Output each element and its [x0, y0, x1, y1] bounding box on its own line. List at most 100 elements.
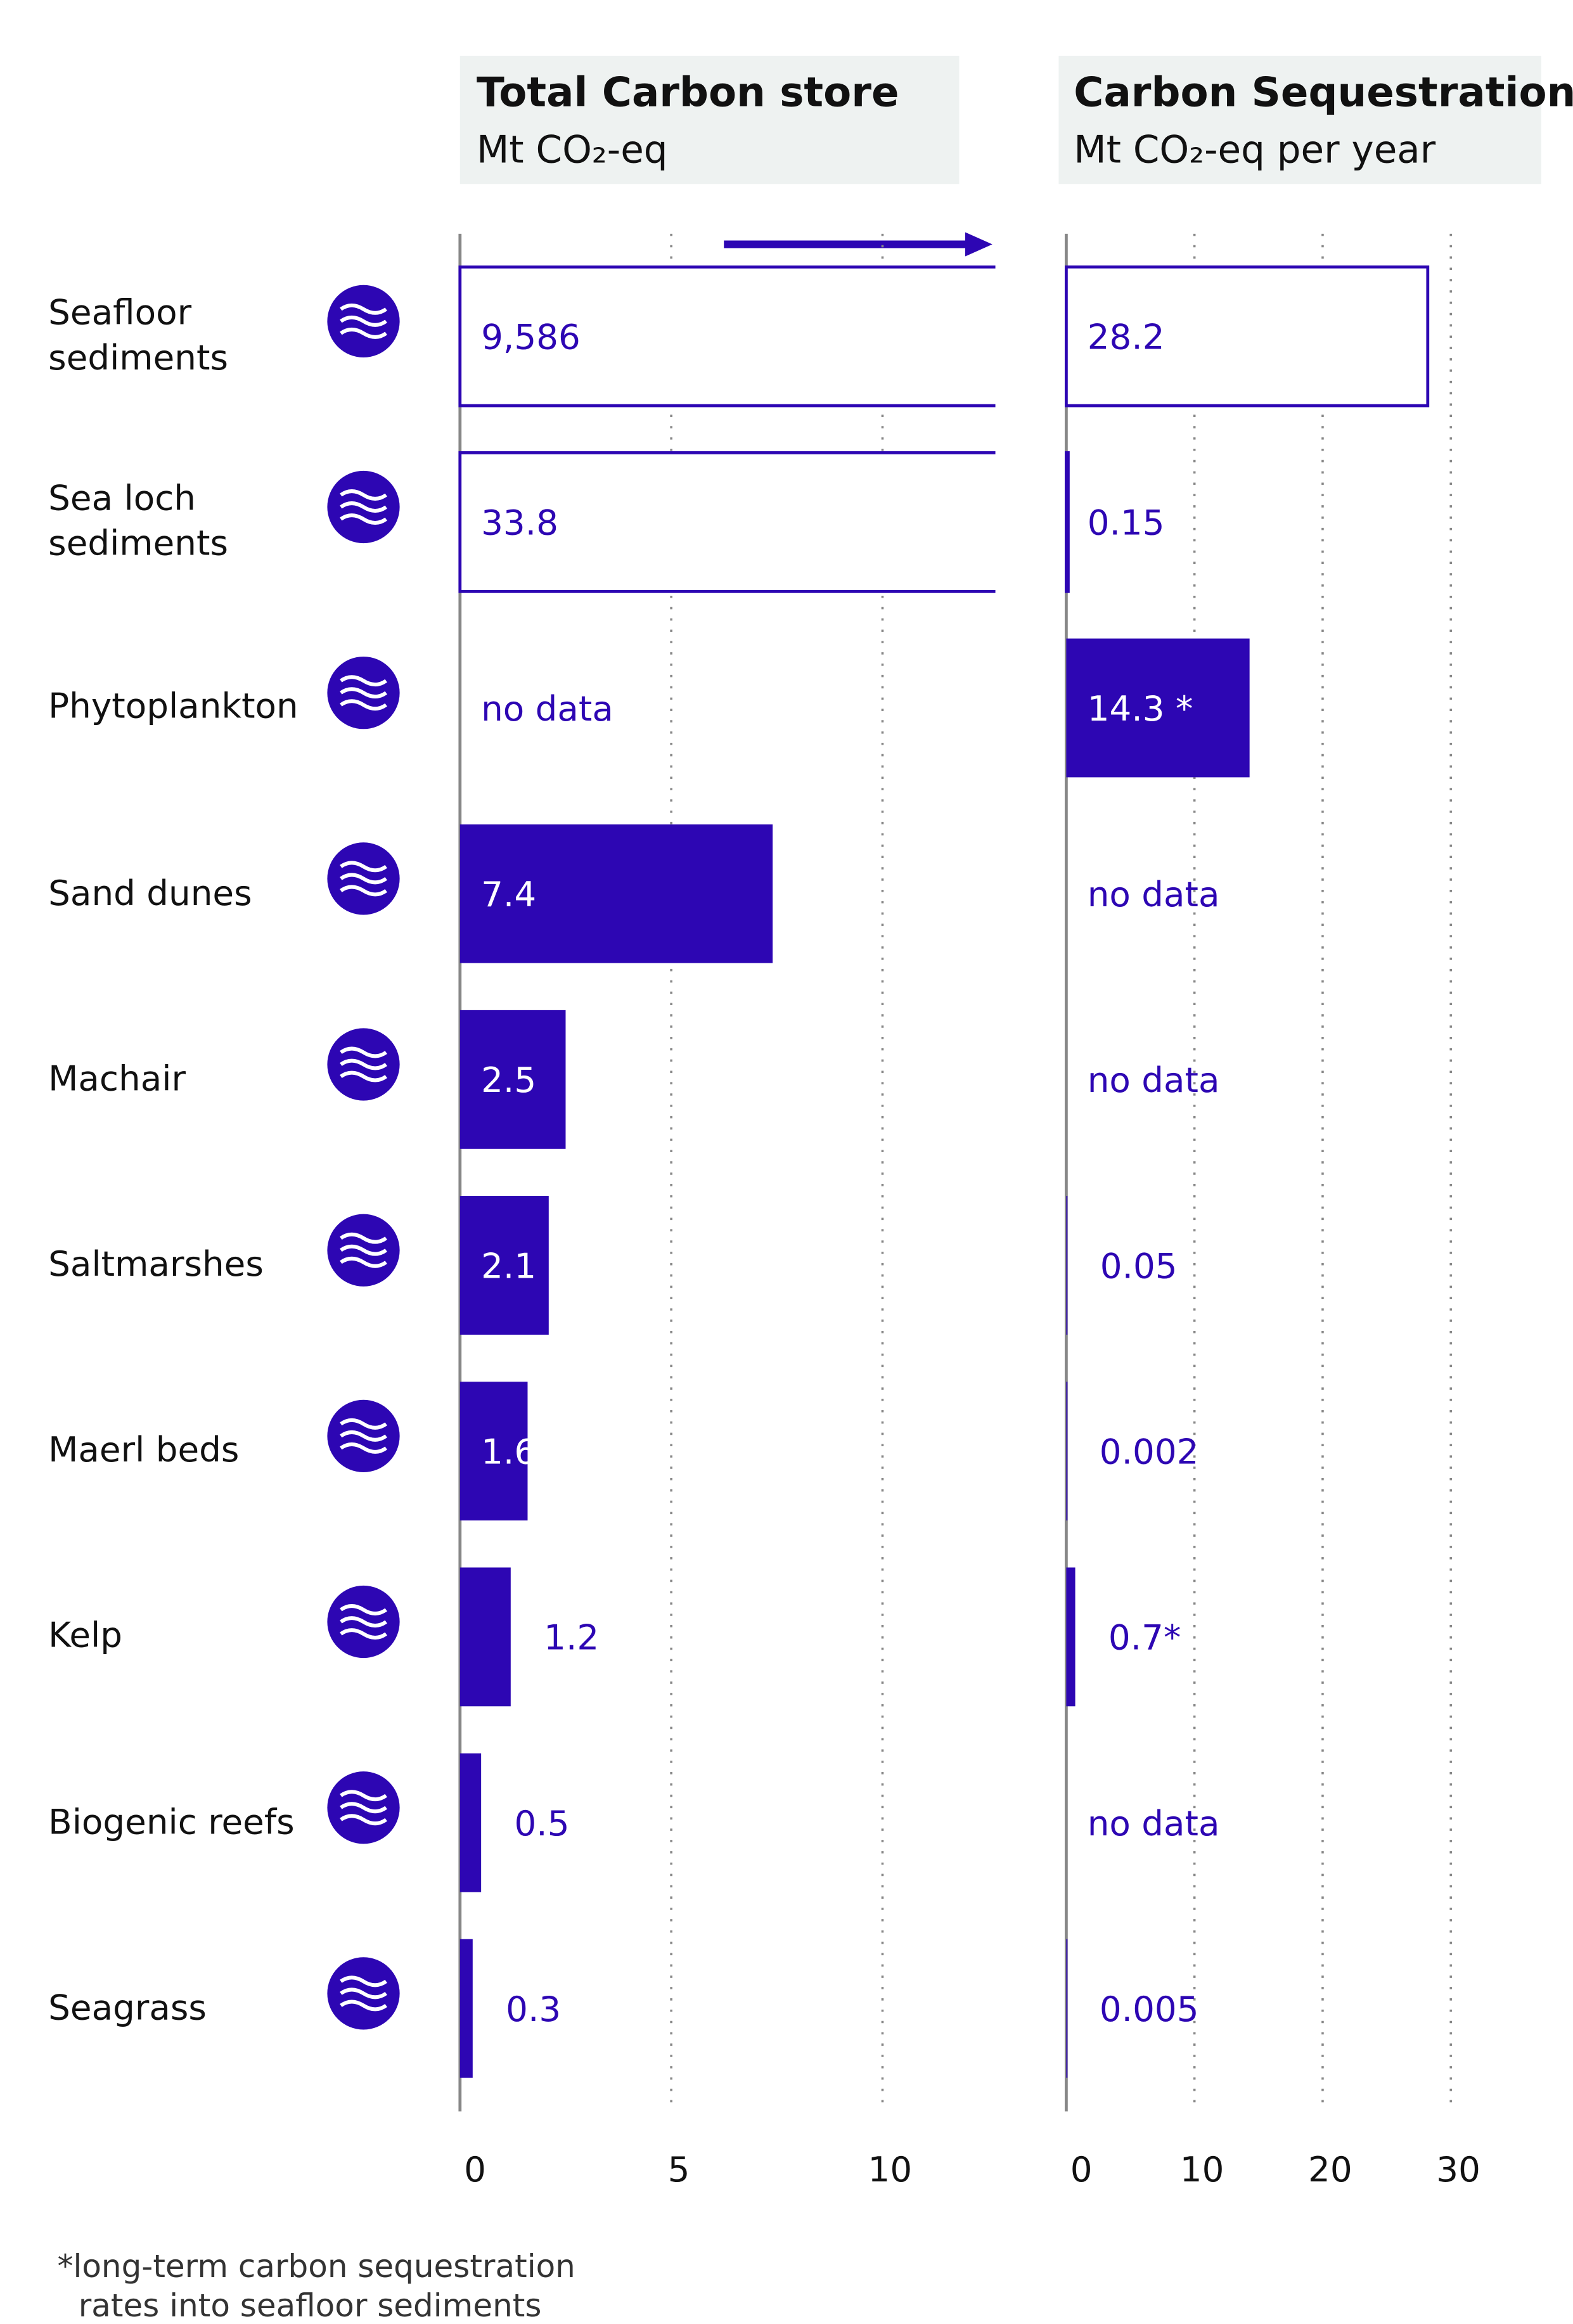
category-box: Sand dunes: [48, 874, 252, 914]
category-box: Saltmarshes: [48, 1245, 264, 1285]
value-label: 2.5: [481, 1060, 536, 1100]
value-label: 9,586: [481, 317, 581, 357]
category-icon-detail: [340, 327, 387, 339]
category-label: Kelp: [48, 1617, 122, 1657]
bar: [459, 1753, 482, 1892]
value-label: 1.6: [481, 1432, 536, 1472]
bar: [459, 1567, 511, 1707]
category-icon-detail: [340, 1604, 387, 1615]
category-icon-detail: [340, 885, 387, 897]
category-label: Phytoplankton: [48, 688, 299, 728]
category-icon-detail: [340, 1430, 387, 1442]
x-tick-label: 30: [1436, 2149, 1480, 2190]
value-label: 0.5: [514, 1803, 569, 1844]
x-tick-label: 10: [868, 2149, 913, 2190]
value-label: 0.7*: [1108, 1617, 1181, 1658]
category-icon-detail: [340, 1802, 387, 1814]
category-box: Sea loch sediments: [48, 480, 228, 565]
value-label: 0.002: [1100, 1432, 1199, 1472]
category-icon-detail: [340, 1790, 387, 1802]
bar: [459, 1939, 473, 2078]
bar: [1065, 451, 1070, 593]
value-label: 0.05: [1100, 1245, 1178, 1286]
category-icon-detail: [340, 1046, 387, 1058]
category-icon-detail: [340, 1975, 387, 1987]
title-box: [459, 56, 960, 184]
category-icon-detail: [340, 699, 387, 711]
footnote-box: *long-term carbon sequestration rates in…: [57, 2249, 575, 2324]
value-label: no data: [1088, 874, 1220, 915]
bar: [459, 824, 773, 963]
category-box: Kelp: [48, 1617, 122, 1657]
value-label: 28.2: [1088, 317, 1165, 357]
bar: [1066, 1382, 1068, 1521]
category-box: Machair: [48, 1060, 186, 1100]
bar: [459, 1382, 528, 1521]
bar: [458, 451, 996, 593]
bar: [1065, 265, 1430, 408]
panel-title: Carbon Sequestration: [1074, 68, 1573, 116]
footnote: rates into seafloor sediments: [78, 2287, 542, 2324]
category-label: Sand dunes: [48, 874, 252, 914]
value-label: no data: [1088, 1060, 1220, 1100]
category-icon-detail: [340, 1442, 387, 1454]
value-label: 0.005: [1100, 1989, 1199, 2029]
category-label: Maerl beds: [48, 1431, 240, 1471]
category-icon-detail: [340, 315, 387, 327]
category-label: Seafloor sediments: [48, 294, 228, 379]
title-box: [1058, 56, 1542, 184]
value-label: 0.15: [1088, 503, 1165, 543]
bar: [459, 1010, 566, 1149]
category-icon-detail: [340, 1058, 387, 1070]
category-label: Sea loch sediments: [48, 480, 228, 565]
value-label: 1.2: [544, 1617, 599, 1658]
category-box: Biogenic reefs: [48, 1803, 294, 1842]
category-icon-detail: [340, 2000, 387, 2012]
category-icon-detail: [340, 1232, 387, 1244]
bar: [1066, 1196, 1068, 1335]
category-box: Phytoplankton: [48, 688, 299, 728]
category-label: Seagrass: [48, 1989, 207, 2029]
value-label: 0.3: [506, 1989, 561, 2029]
value-label: 7.4: [481, 874, 536, 915]
bar: [1066, 638, 1250, 778]
value-label: no data: [481, 688, 613, 729]
footnote: *long-term carbon sequestration: [57, 2249, 575, 2285]
bar: [1066, 1939, 1068, 2078]
x-tick-label: 0: [1070, 2149, 1093, 2190]
category-icon-detail: [340, 1256, 387, 1268]
category-icon-detail: [340, 675, 387, 687]
panel-title: Total Carbon store: [477, 68, 899, 116]
category-icon-detail: [340, 873, 387, 885]
category-icon-detail: [340, 1070, 387, 1082]
panel-subtitle: Mt CO₂-eq per year: [1074, 128, 1435, 172]
bar: [1066, 1567, 1075, 1707]
category-icon-detail: [340, 1244, 387, 1256]
category-label: Machair: [48, 1060, 186, 1100]
category-icon-detail: [340, 1616, 387, 1627]
overflow-arrow-head: [965, 232, 992, 257]
category-icon-detail: [340, 501, 387, 513]
bar: [459, 1196, 549, 1335]
x-tick-label: 5: [668, 2149, 690, 2190]
category-icon-detail: [340, 1628, 387, 1640]
x-tick-label: 20: [1308, 2149, 1352, 2190]
bar: [458, 265, 996, 408]
category-box: Seafloor sediments: [48, 294, 228, 379]
category-icon-detail: [340, 687, 387, 699]
category-box: Seagrass: [48, 1989, 207, 2029]
category-icon-detail: [340, 1814, 387, 1826]
category-icon-detail: [340, 1418, 387, 1430]
value-label: no data: [1088, 1803, 1220, 1844]
x-tick-label: 10: [1180, 2149, 1224, 2190]
value-label: 14.3 *: [1088, 688, 1193, 729]
category-icon-detail: [340, 861, 387, 873]
category-icon-detail: [340, 513, 387, 525]
category-icon-detail: [340, 1987, 387, 2000]
value-label: 2.1: [481, 1245, 536, 1286]
category-icon-detail: [340, 303, 387, 315]
panel-subtitle: Mt CO₂-eq: [477, 128, 668, 172]
category-label: Saltmarshes: [48, 1245, 264, 1285]
